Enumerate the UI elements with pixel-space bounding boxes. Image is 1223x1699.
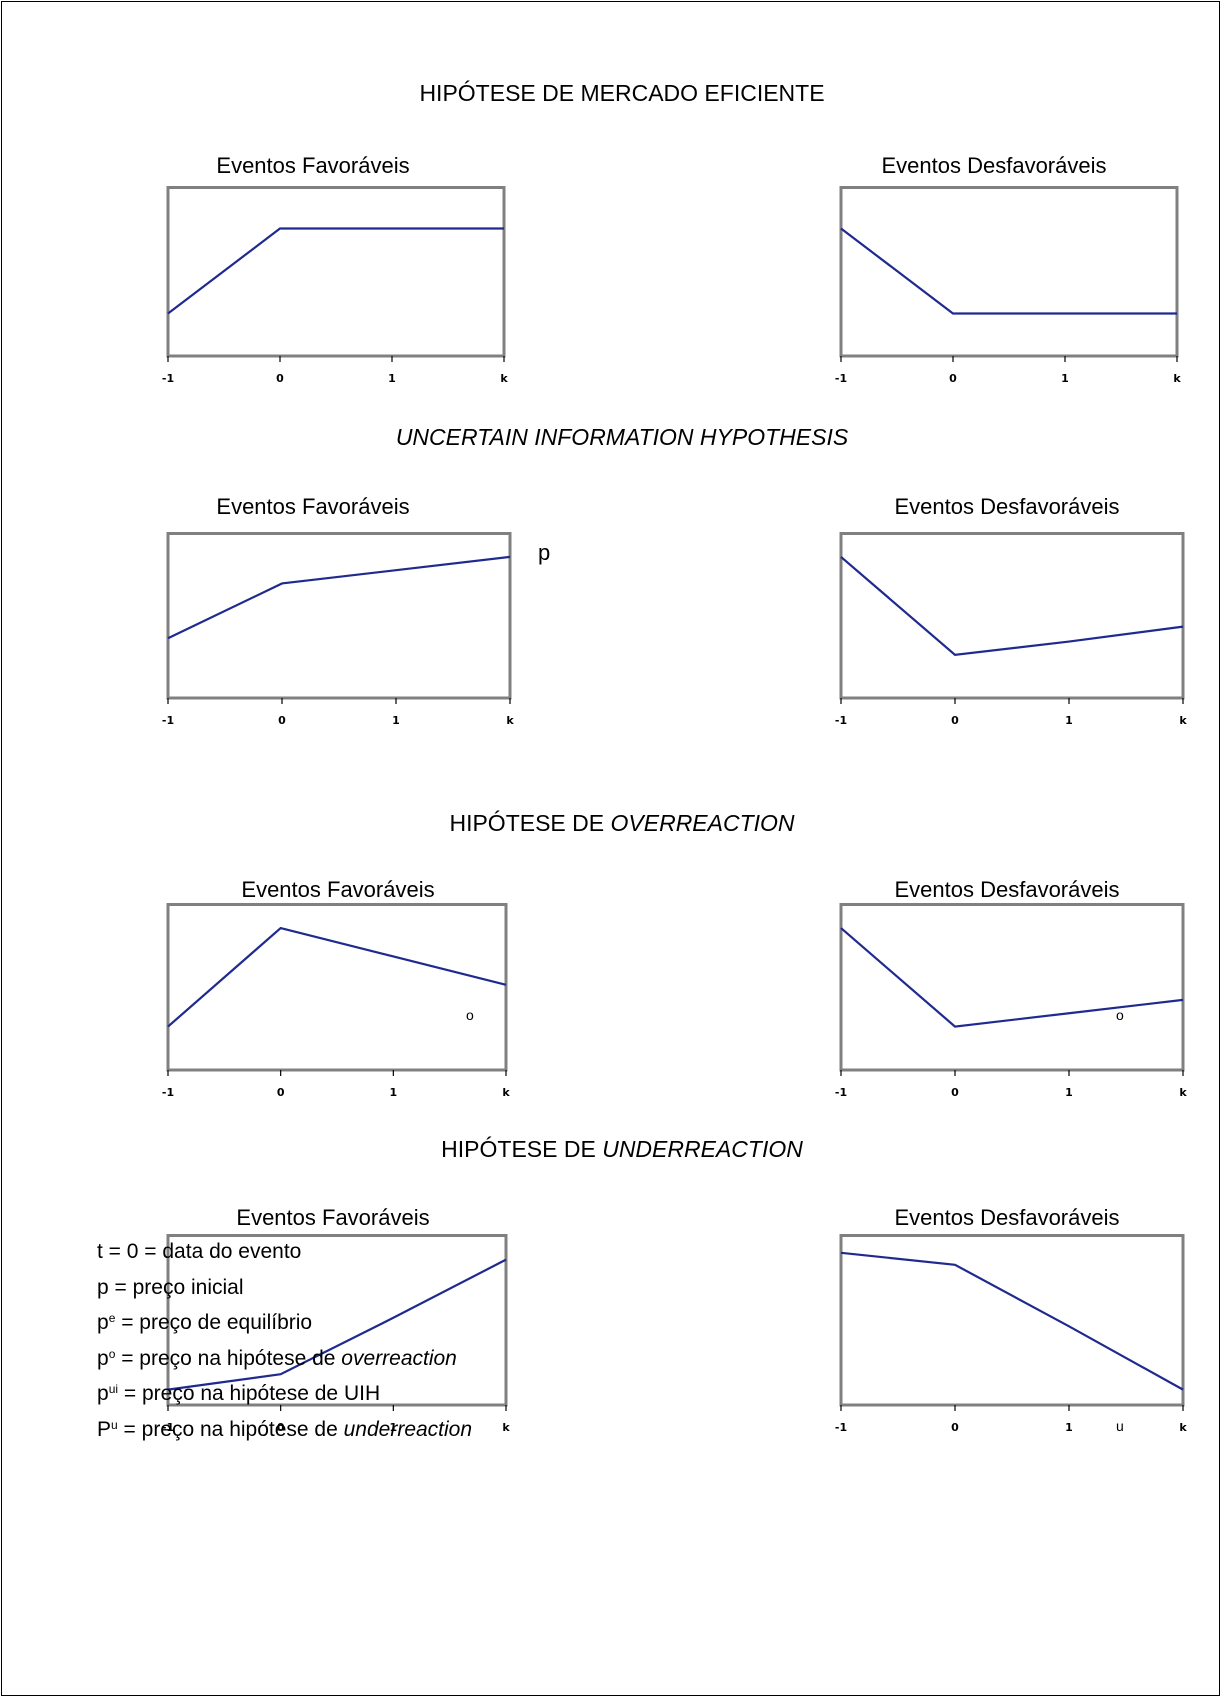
legend-item: pui = preço na hipótese de UIH [97, 1382, 381, 1405]
chart-desfavoraveis-uih: -1 0 1 k [835, 532, 1187, 727]
plot-frame [839, 532, 1185, 700]
plot-frame [166, 532, 512, 700]
x-tick-label: k [1173, 372, 1181, 385]
x-tick-label: -1 [835, 714, 847, 727]
series-line [840, 927, 1184, 1028]
x-tick-label: 0 [278, 714, 286, 727]
x-tick-label: 0 [277, 1086, 285, 1099]
chart-favoraveis-uih: -1 0 1 k [162, 532, 514, 727]
chart-title: Eventos Favoráveis [236, 1205, 430, 1230]
chart-title: Eventos Favoráveis [241, 877, 435, 902]
plot-frame [166, 903, 508, 1072]
x-tick-label: k [500, 372, 508, 385]
legend-item: Pu = preço na hipótese de underreaction [97, 1417, 473, 1441]
x-tick-label: k [1179, 1421, 1187, 1434]
legend-item: pe = preço de equilíbrio [97, 1311, 313, 1334]
stray-label-o: o [1116, 1007, 1124, 1023]
x-tick-label: 1 [1061, 372, 1069, 385]
chart-favoraveis-mercado-eficiente: -1 0 1 k [162, 186, 508, 385]
chart-title: Eventos Favoráveis [216, 494, 410, 519]
x-tick-label: k [1179, 714, 1187, 727]
plot-frame [839, 1234, 1185, 1407]
x-tick-label: 0 [951, 1086, 959, 1099]
x-tick-label: 1 [1065, 714, 1073, 727]
series-line [840, 1251, 1184, 1391]
x-tick-label: -1 [835, 372, 847, 385]
series-line [167, 926, 507, 1028]
chart-title: Eventos Desfavoráveis [894, 1205, 1120, 1230]
x-tick-label: 0 [276, 372, 284, 385]
x-tick-label: -1 [162, 1086, 174, 1099]
plot-frame [839, 186, 1179, 358]
chart-favoraveis-overreaction: -1 0 1 k [162, 903, 510, 1099]
x-tick-label: -1 [162, 372, 174, 385]
legend-item: t = 0 = data do evento [97, 1240, 302, 1263]
x-tick-label: k [506, 714, 514, 727]
x-tick-label: k [502, 1086, 510, 1099]
chart-title: Eventos Desfavoráveis [881, 153, 1107, 178]
x-tick-label: 0 [951, 1421, 959, 1434]
legend-item: po = preço na hipótese de overreaction [97, 1346, 457, 1370]
x-tick-label: -1 [835, 1421, 847, 1434]
chart-desfavoraveis-underreaction: -1 0 1 k [835, 1234, 1187, 1434]
x-tick-label: k [502, 1421, 510, 1434]
plot-frame [166, 1234, 508, 1407]
x-tick-label: 0 [949, 372, 957, 385]
x-tick-label: 0 [277, 1421, 285, 1434]
legend-item: p = preço inicial [97, 1275, 244, 1299]
x-tick-label: -1 [162, 714, 174, 727]
section-title-overreaction: HIPÓTESE DE OVERREACTION [449, 810, 795, 836]
x-tick-label: 1 [390, 1086, 398, 1099]
series-line [167, 555, 511, 640]
legend: t = 0 = data do evento p = preço inicial… [97, 1232, 472, 1445]
series-line [840, 227, 1177, 315]
chart-desfavoraveis-mercado-eficiente: -1 0 1 k [835, 186, 1181, 385]
chart-title: Eventos Desfavoráveis [894, 494, 1120, 519]
chart-favoraveis-underreaction: -1 0 1 k [162, 1234, 510, 1434]
plot-frame [839, 903, 1185, 1072]
chart-desfavoraveis-overreaction: -1 0 1 k [835, 903, 1187, 1099]
section-title-underreaction: HIPÓTESE DE UNDERREACTION [441, 1136, 803, 1162]
x-tick-label: 1 [390, 1421, 398, 1434]
stray-label-u: u [1116, 1418, 1124, 1434]
x-tick-label: 0 [951, 714, 959, 727]
chart-title: Eventos Desfavoráveis [894, 877, 1120, 902]
section-title-uih: UNCERTAIN INFORMATION HYPOTHESIS [395, 424, 849, 450]
series-line [167, 227, 504, 315]
x-tick-label: -1 [162, 1421, 174, 1434]
x-tick-label: 1 [392, 714, 400, 727]
plot-frame [166, 186, 506, 358]
x-tick-label: 1 [1065, 1421, 1073, 1434]
section-title-efficient-market: HIPÓTESE DE MERCADO EFICIENTE [419, 80, 825, 106]
x-tick-label: -1 [835, 1086, 847, 1099]
x-tick-label: 1 [1065, 1086, 1073, 1099]
chart-title: Eventos Favoráveis [216, 153, 410, 178]
stray-label-o: o [466, 1007, 474, 1023]
x-tick-label: k [1179, 1086, 1187, 1099]
series-line [167, 1258, 507, 1391]
stray-label-p: p [538, 540, 551, 565]
x-tick-label: 1 [388, 372, 396, 385]
series-line [840, 556, 1184, 656]
